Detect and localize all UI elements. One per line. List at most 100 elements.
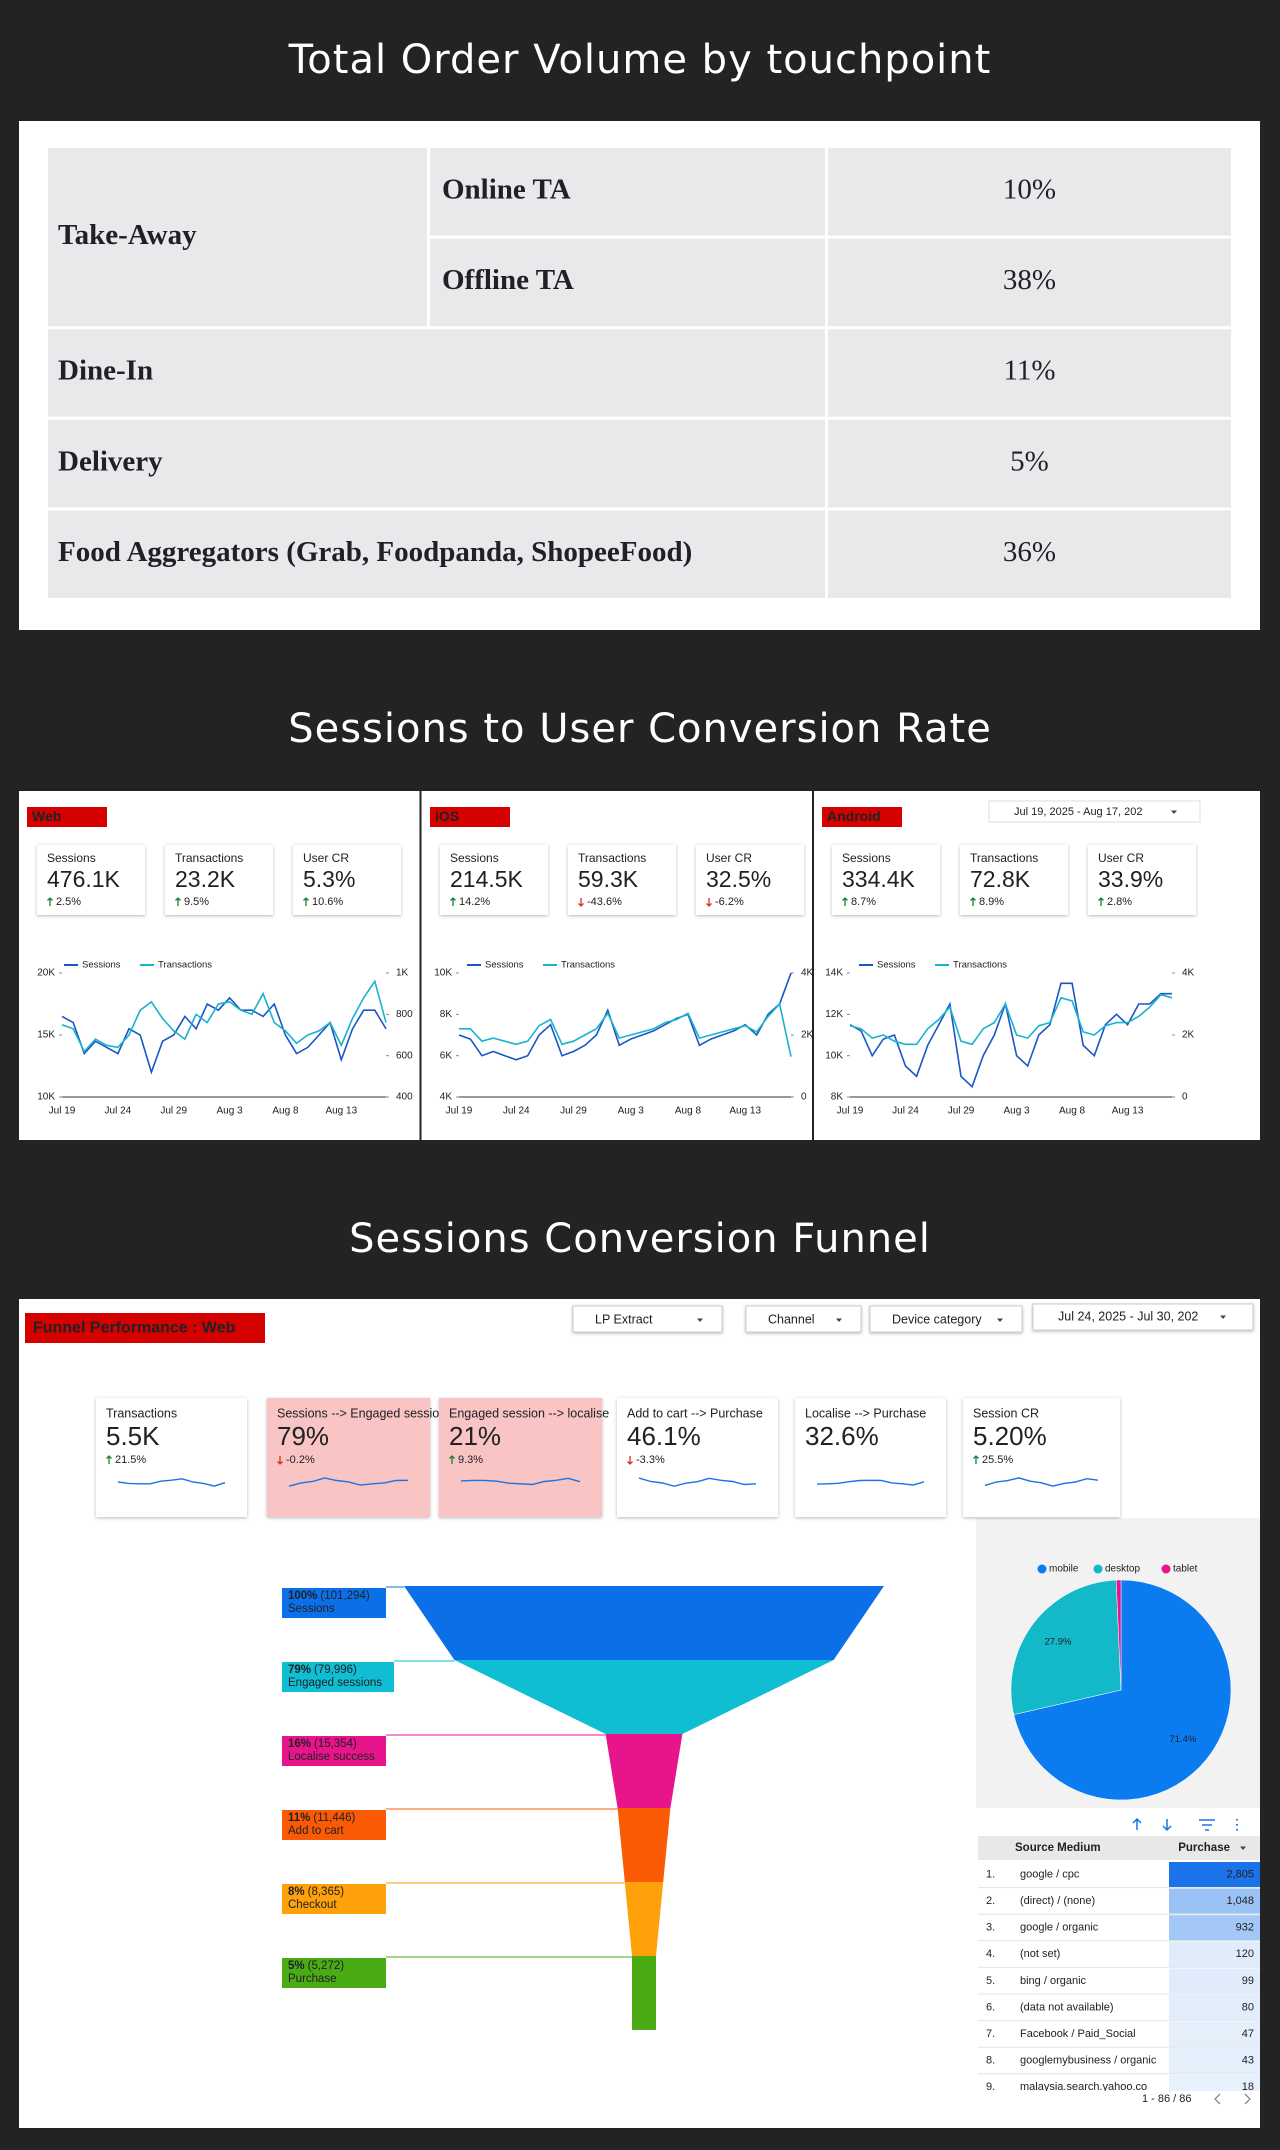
- kpi-value: 32.6%: [805, 1421, 879, 1451]
- row-label: Food Aggregators (Grab, Foodpanda, Shope…: [58, 536, 692, 568]
- kpi-value: 334.4K: [842, 866, 916, 892]
- y-tick-label: 10K: [434, 968, 452, 979]
- date-picker[interactable]: [1032, 1303, 1254, 1331]
- purchase-heat: [1169, 1915, 1260, 1941]
- kpi-delta: 8.9%: [979, 896, 1004, 908]
- funnel-label: 16% (15,354): [288, 1738, 357, 1750]
- table-body: 1. google / cpc 2,805 2. (direct) / (none) 1,…: [978, 1862, 1260, 2093]
- legend-label: Transactions: [953, 960, 1007, 971]
- kpi-label: Add to cart --> Purchase: [627, 1406, 763, 1420]
- dropdown-caret: [836, 1318, 842, 1322]
- row-source: (data not available): [1020, 2001, 1114, 2013]
- row-purchase: 18: [1242, 2081, 1254, 2093]
- kpi-card: [96, 1398, 247, 1517]
- y-tick-label: 6K: [440, 1050, 453, 1061]
- table-cell: [48, 419, 825, 508]
- legend-label: tablet: [1173, 1564, 1198, 1575]
- panel-tag-label: iOS: [435, 808, 459, 824]
- x-tick-label: Jul 24: [892, 1106, 919, 1117]
- sparkline: [460, 1477, 581, 1486]
- x-tick-label: Aug 3: [1003, 1106, 1030, 1117]
- y2-tick-label: 2K: [801, 1030, 814, 1041]
- date-picker[interactable]: [988, 800, 1201, 823]
- y2-tick-label: 4K: [801, 968, 814, 979]
- kpi-value: 214.5K: [450, 866, 524, 892]
- kpi-label: Sessions: [47, 851, 96, 865]
- funnel-label-box: [282, 1810, 386, 1840]
- kpi-label: Engaged session --> localise: [449, 1406, 609, 1420]
- x-tick-label: Jul 19: [446, 1106, 473, 1117]
- legend-label: mobile: [1049, 1564, 1079, 1575]
- delta-arrow: [106, 1455, 112, 1464]
- funnel-stage-name: Engaged sessions: [288, 1677, 382, 1689]
- filter-dropdown[interactable]: [572, 1305, 723, 1333]
- kpi-delta: 8.7%: [851, 896, 876, 908]
- funnel-percent: 100%: [288, 1590, 317, 1602]
- section-title: Sessions Conversion Funnel: [349, 1216, 931, 1262]
- kpi-card: [1088, 845, 1196, 915]
- legend-label: Sessions: [82, 960, 121, 971]
- y2-tick-label: 0: [1182, 1092, 1188, 1103]
- kpi-delta: 21.5%: [115, 1454, 146, 1466]
- kpi-card: [963, 1398, 1120, 1517]
- header-label: Funnel Performance : Web: [33, 1320, 236, 1337]
- row-label: Delivery: [58, 445, 163, 477]
- sparkline: [984, 1477, 1099, 1487]
- kpi-label: Localise --> Purchase: [805, 1406, 926, 1420]
- pagination: 1 - 86 / 86: [1142, 2093, 1192, 2105]
- funnel-percent: 16%: [288, 1738, 311, 1750]
- purchase-heat: [1169, 1862, 1260, 1887]
- row-source: bing / organic: [1020, 1975, 1087, 1987]
- y-tick-label: 4K: [440, 1092, 453, 1103]
- kpi-card: [165, 845, 273, 915]
- legend-swatch: [1037, 1564, 1047, 1574]
- legend-label: Sessions: [485, 960, 524, 971]
- channel-label: Offline TA: [442, 264, 574, 296]
- next-page[interactable]: [1244, 2093, 1251, 2105]
- delta-arrow: [175, 897, 181, 906]
- filter-icon[interactable]: [1199, 1819, 1215, 1831]
- series-line: [459, 1002, 792, 1057]
- row-source: Facebook / Paid_Social: [1020, 2028, 1136, 2040]
- panel-tag-label: Web: [32, 808, 61, 824]
- kpi-delta: 2.5%: [56, 896, 81, 908]
- delta-arrow: [578, 898, 584, 907]
- legend-swatch: [1093, 1564, 1103, 1574]
- section-title: Sessions to User Conversion Rate: [288, 706, 992, 752]
- y-tick-label: 10K: [825, 1050, 843, 1061]
- row-rank: 6.: [986, 2001, 995, 2013]
- row-source: malaysia.search.yahoo.co: [1020, 2081, 1147, 2093]
- kpi-delta: 9.3%: [458, 1454, 483, 1466]
- legend-label: Sessions: [877, 960, 916, 971]
- sparkline: [816, 1479, 925, 1486]
- row-source: google / organic: [1020, 1922, 1099, 1934]
- kpi-label: Transactions: [578, 851, 646, 865]
- panel-tag-label: Android: [827, 808, 881, 824]
- panel-tag: [430, 807, 510, 827]
- filter-dropdown[interactable]: [869, 1305, 1023, 1333]
- row-source: google / cpc: [1020, 1868, 1080, 1880]
- funnel-label: 5% (5,272): [288, 1960, 344, 1972]
- panel-tag: [822, 807, 902, 827]
- funnel-stage: [454, 1660, 834, 1734]
- column-header: Source Medium: [1015, 1842, 1101, 1854]
- funnel-count: (15,354): [314, 1738, 357, 1750]
- row-purchase: 99: [1242, 1975, 1254, 1987]
- kpi-value: 46.1%: [627, 1421, 701, 1451]
- sort-icons[interactable]: [1132, 1817, 1172, 1832]
- row-source: (direct) / (none): [1020, 1895, 1095, 1907]
- kpi-delta: -0.2%: [286, 1454, 315, 1466]
- prev-page[interactable]: [1214, 2093, 1221, 2105]
- x-tick-label: Aug 13: [325, 1106, 357, 1117]
- filter-dropdown[interactable]: [745, 1305, 862, 1333]
- kpi-label: Sessions: [450, 851, 499, 865]
- date-range: Jul 24, 2025 - Jul 30, 202: [1058, 1309, 1198, 1323]
- kpi-value: 79%: [277, 1421, 329, 1451]
- funnel-stage-name: Purchase: [288, 1973, 337, 1985]
- row-rank: 9.: [986, 2081, 995, 2093]
- kpi-card: [439, 1398, 602, 1517]
- date-range: Jul 19, 2025 - Aug 17, 202: [1014, 806, 1142, 818]
- kpi-value: 5.3%: [303, 866, 355, 892]
- funnel-count: (5,272): [308, 1960, 345, 1972]
